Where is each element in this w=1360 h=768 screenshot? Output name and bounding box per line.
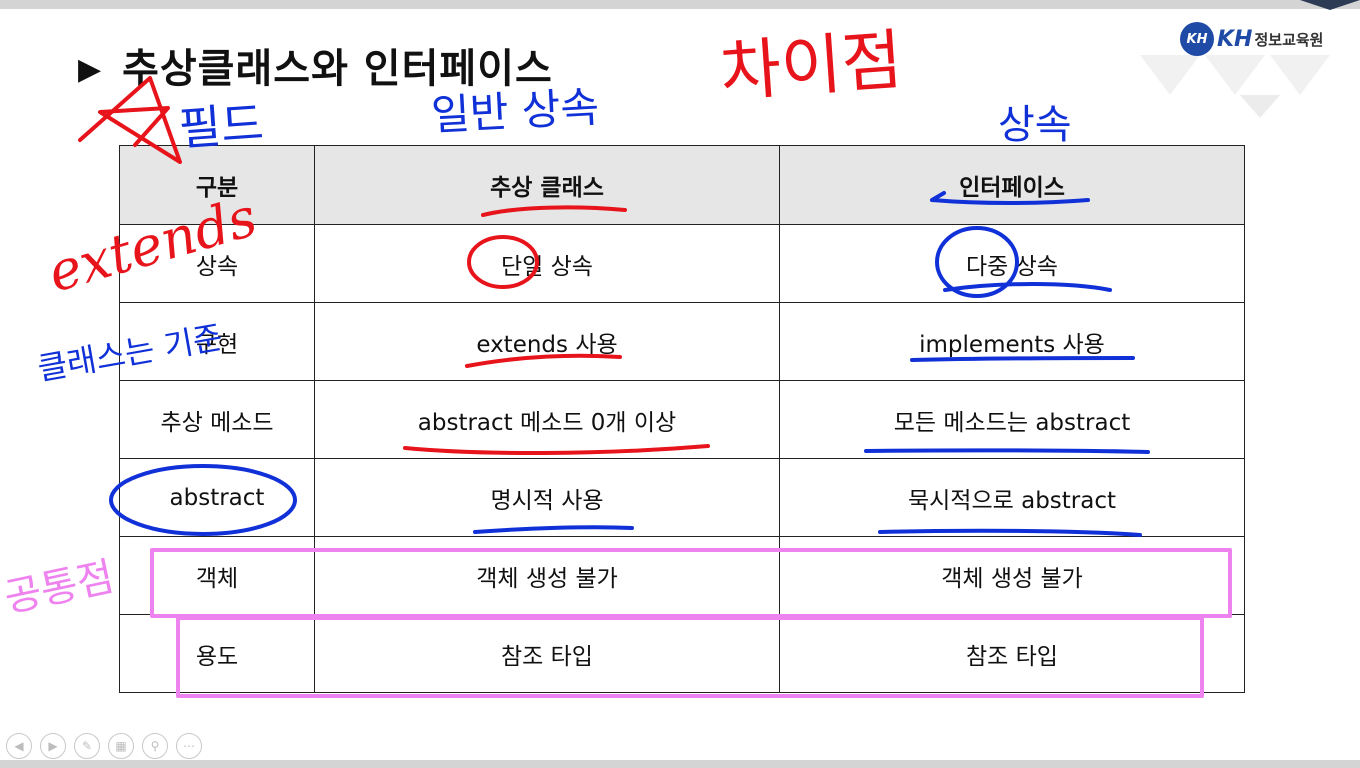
- interface-cell: 객체 생성 불가: [779, 536, 1245, 615]
- interface-cell: implements 사용: [779, 302, 1245, 381]
- next-icon[interactable]: ▶: [40, 733, 66, 759]
- row-label: 상속: [119, 224, 315, 303]
- slideshow-controls: ◀ ▶ ✎ ▦ ⚲ ⋯: [6, 733, 202, 759]
- row-label: 추상 메소드: [119, 380, 315, 459]
- abstract-class-cell: 명시적 사용: [314, 458, 780, 537]
- row-label: 객체: [119, 536, 315, 615]
- common-point-annotation: 공통점: [1, 554, 119, 622]
- table-row: abstract 명시적 사용 묵시적으로 abstract: [119, 458, 1245, 537]
- more-icon[interactable]: ⋯: [176, 733, 202, 759]
- slides-icon[interactable]: ▦: [108, 733, 134, 759]
- abstract-class-cell: 단일 상속: [314, 224, 780, 303]
- interface-cell: 묵시적으로 abstract: [779, 458, 1245, 537]
- prev-icon[interactable]: ◀: [6, 733, 32, 759]
- abstract-class-cell: abstract 메소드 0개 이상: [314, 380, 780, 459]
- table-row: 구현 extends 사용 implements 사용: [119, 302, 1245, 381]
- background-triangles: [1140, 0, 1360, 118]
- title-text: 추상클래스와 인터페이스: [122, 46, 553, 92]
- interface-cell: 참조 타입: [779, 614, 1245, 693]
- row-label: abstract: [119, 458, 315, 537]
- row-label: 구현: [119, 302, 315, 381]
- pen-icon[interactable]: ✎: [74, 733, 100, 759]
- table-row: 상속 단일 상속 다중 상속: [119, 224, 1245, 303]
- table-row: 객체 객체 생성 불가 객체 생성 불가: [119, 536, 1245, 615]
- window-top-bar: [0, 0, 1360, 9]
- interface-cell: 모든 메소드는 abstract: [779, 380, 1245, 459]
- table-row: 용도 참조 타입 참조 타입: [119, 614, 1245, 693]
- comparison-table: 구분 추상 클래스 인터페이스 상속 단일 상속 다중 상속 구현 extend…: [119, 145, 1245, 693]
- table-row: 추상 메소드 abstract 메소드 0개 이상 모든 메소드는 abstra…: [119, 380, 1245, 459]
- logo-mark-icon: KH: [1180, 22, 1214, 56]
- interface-cell: 다중 상속: [779, 224, 1245, 303]
- header-category: 구분: [119, 145, 315, 225]
- table-header-row: 구분 추상 클래스 인터페이스: [119, 145, 1245, 225]
- abstract-class-cell: extends 사용: [314, 302, 780, 381]
- title-bullet-icon: ▶: [78, 52, 103, 87]
- logo-org: 정보교육원: [1254, 30, 1324, 49]
- abstract-class-cell: 객체 생성 불가: [314, 536, 780, 615]
- abstract-class-cell: 참조 타입: [314, 614, 780, 693]
- window-bottom-bar: [0, 760, 1360, 768]
- row-label: 용도: [119, 614, 315, 693]
- brand-logo: KH KH 정보교육원: [1180, 22, 1323, 56]
- header-interface: 인터페이스: [779, 145, 1245, 225]
- header-abstract-class: 추상 클래스: [314, 145, 780, 225]
- zoom-icon[interactable]: ⚲: [142, 733, 168, 759]
- page-title: ▶ 추상클래스와 인터페이스: [78, 36, 553, 94]
- logo-brand: KH: [1217, 26, 1253, 52]
